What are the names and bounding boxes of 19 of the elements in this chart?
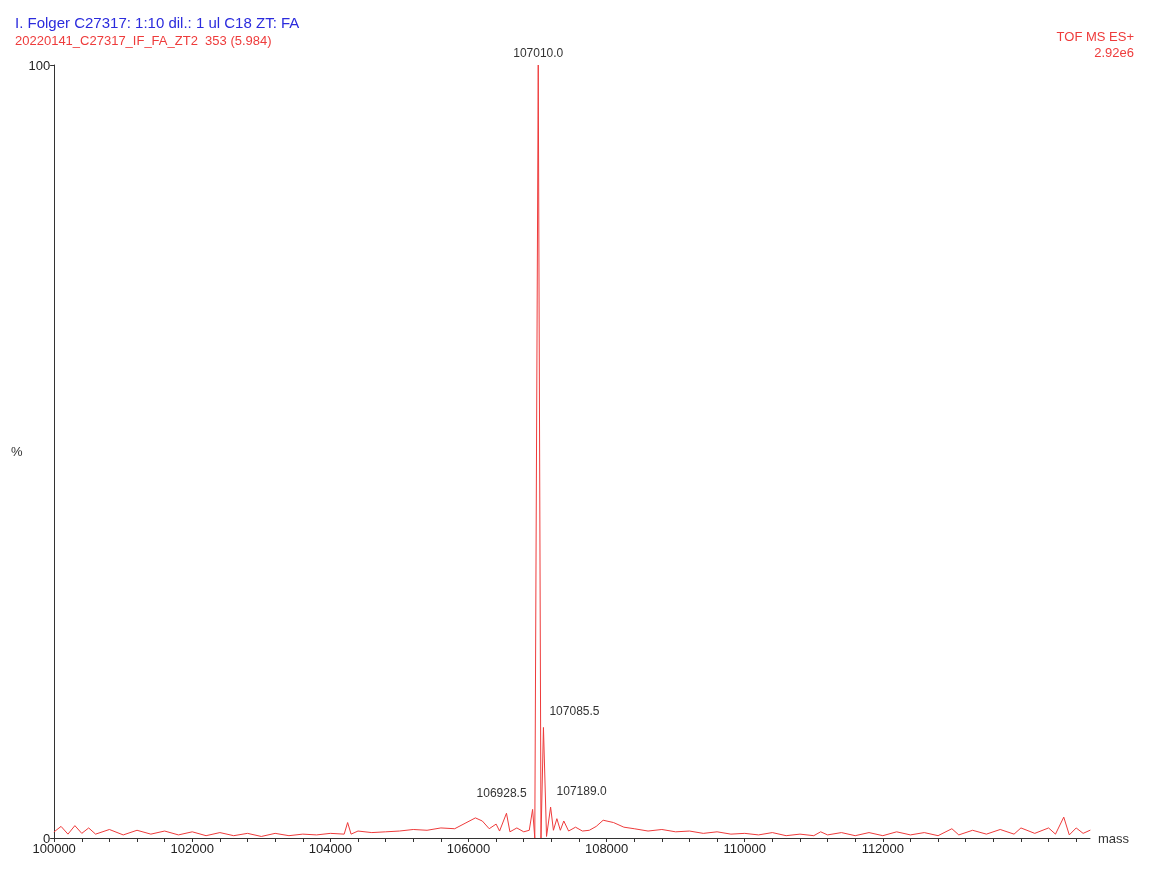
- x-tick-label: 106000: [446, 841, 491, 856]
- annotation: 107189.0: [556, 784, 607, 799]
- x-tick-label: 100000: [32, 841, 76, 856]
- chart-title: I. Folger C27317: 1:10 dil.: 1 ul C18 ZT: FA: [15, 14, 300, 31]
- text: TOF MS ES+: [1056, 29, 1134, 44]
- x-tick-label: 108000: [584, 841, 629, 856]
- x-tick-label: 112000: [861, 841, 905, 856]
- x-tick-label: 104000: [308, 841, 353, 856]
- x-tick-label: 102000: [170, 841, 214, 856]
- annotation: 107010.0: [513, 46, 564, 60]
- chart-subtitle: 20220141_C27317_IF_FA_ZT2 353 (5.984): [15, 33, 272, 48]
- y-axis-title: %: [11, 444, 23, 459]
- x-axis-title: mass: [1098, 830, 1130, 846]
- annotation: 107085.5: [549, 704, 600, 719]
- annotation: 106928.5: [476, 786, 527, 801]
- x-tick-label: 110000: [723, 841, 766, 856]
- text: 2.92e6: [1094, 45, 1134, 60]
- line-series: [53, 64, 1091, 839]
- y-tick-label: 100: [28, 57, 51, 73]
